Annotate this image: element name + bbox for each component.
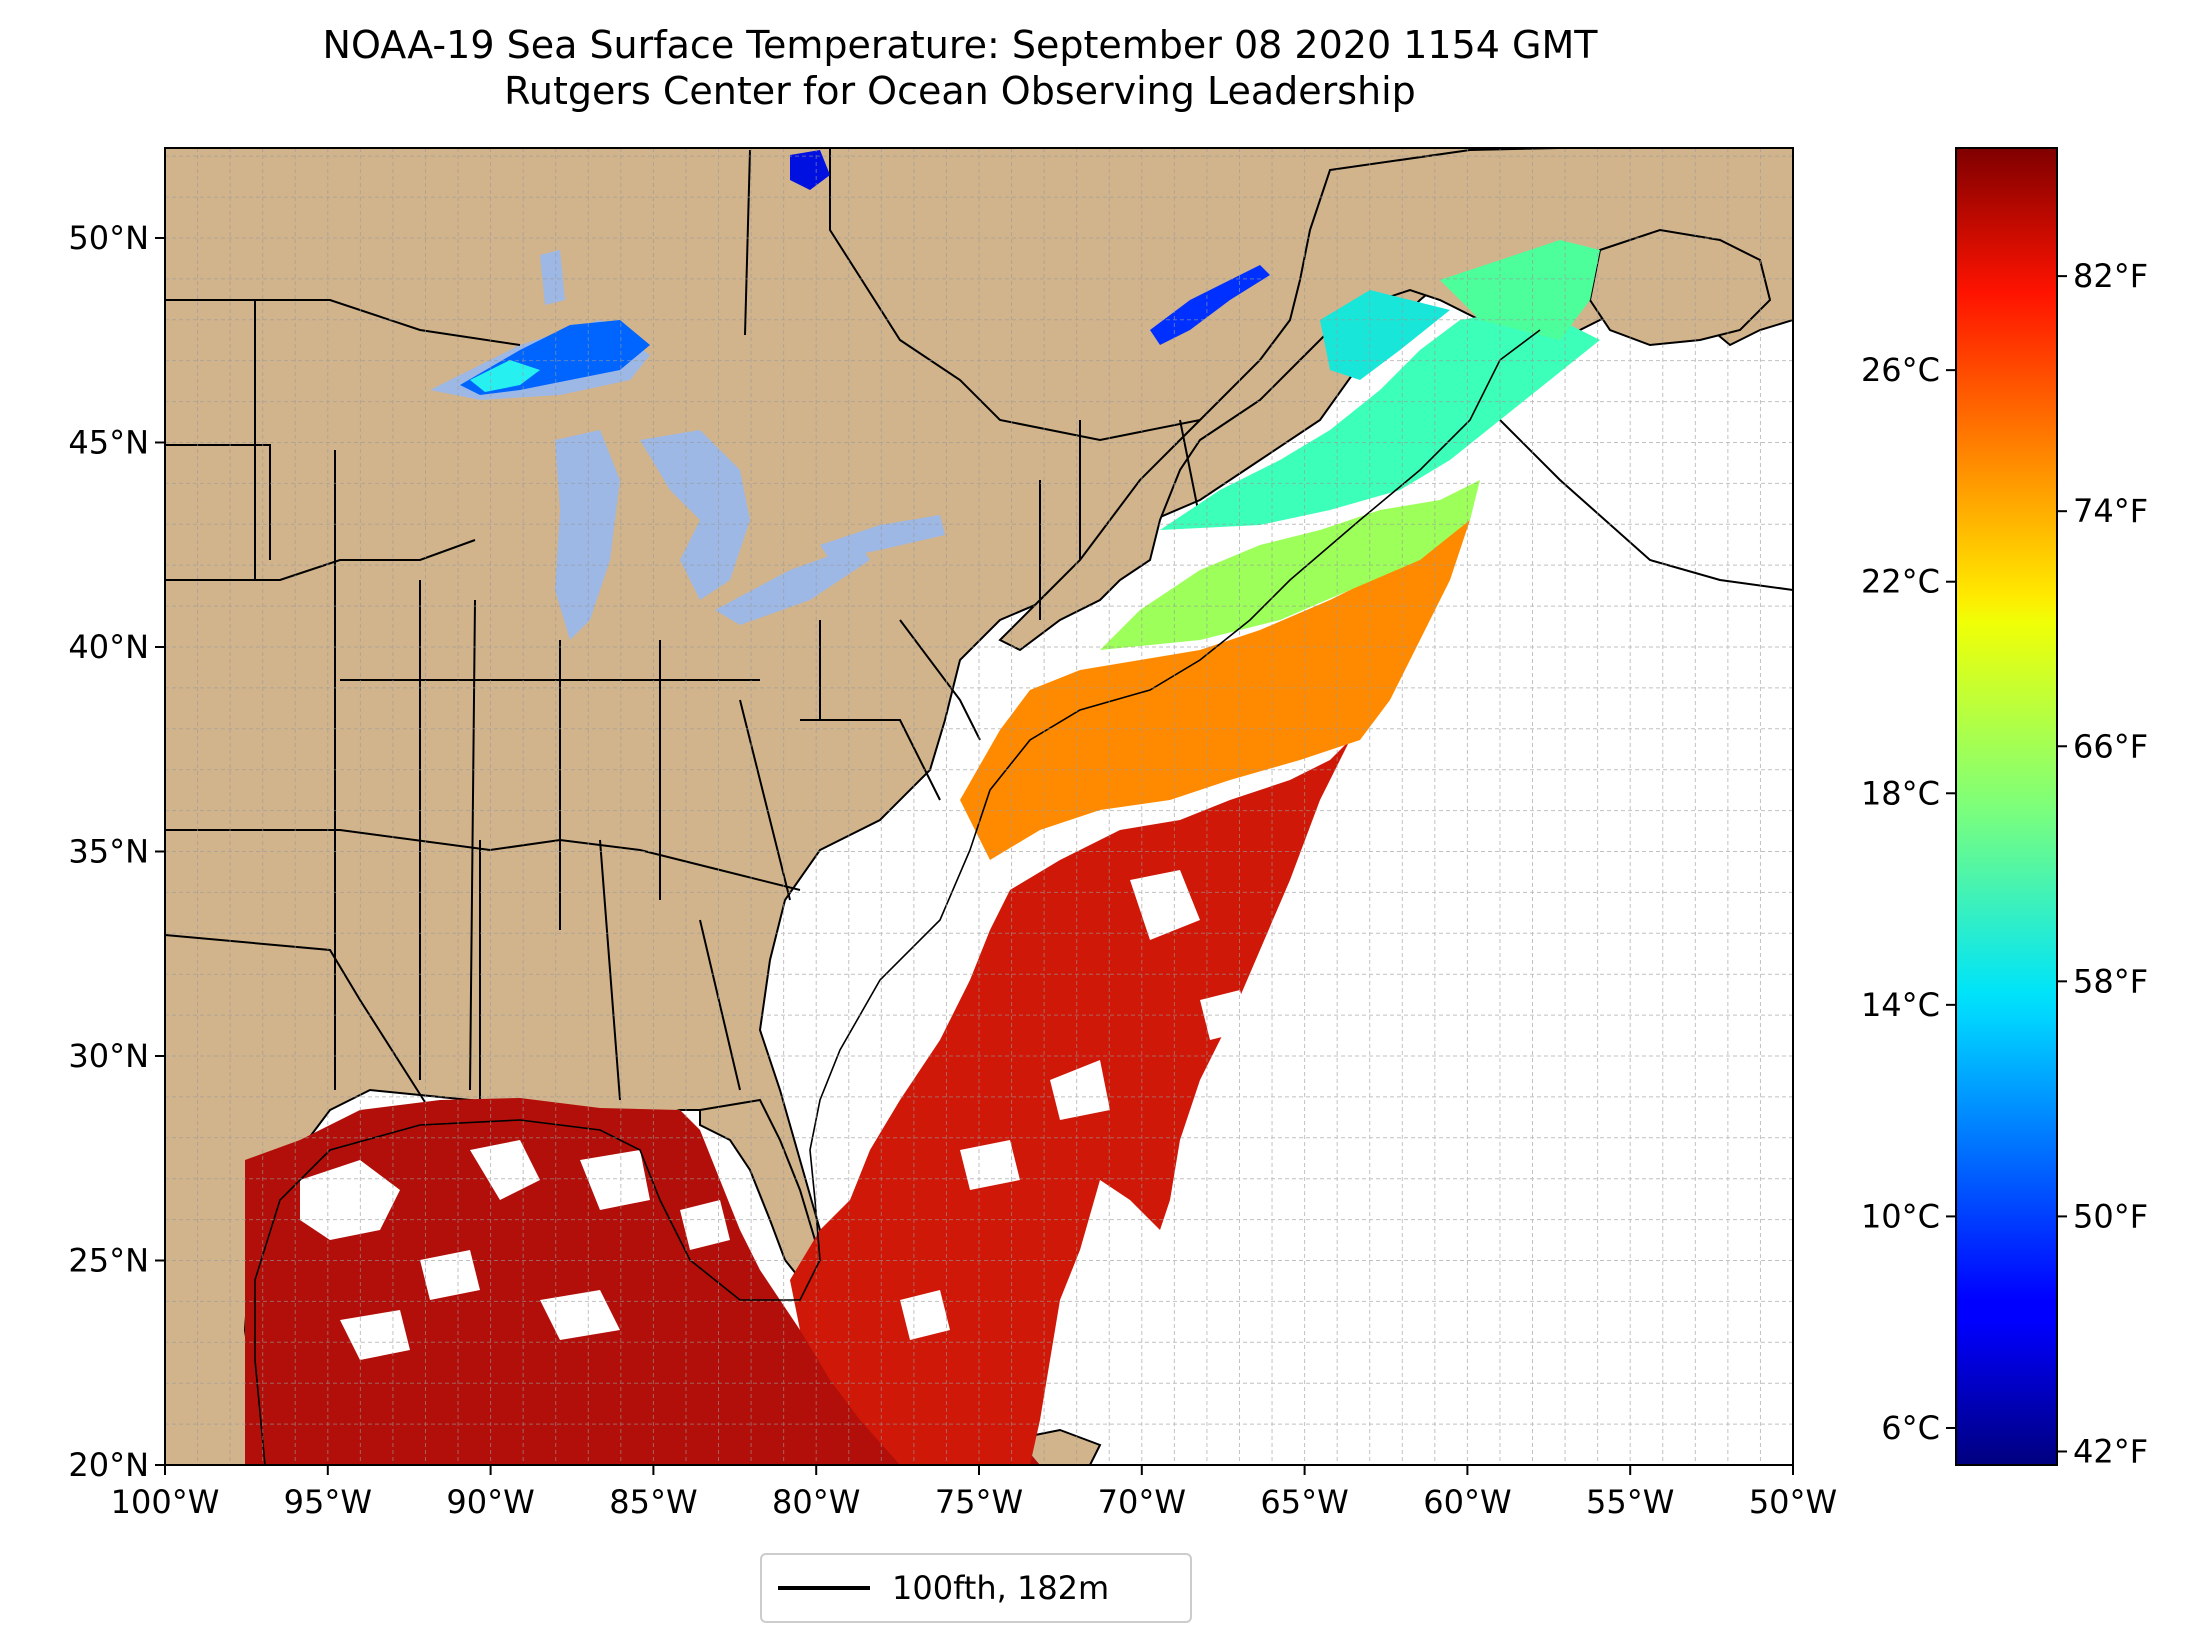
title-line-1: NOAA-19 Sea Surface Temperature: Septemb…	[322, 23, 1598, 67]
sst-atlantic-cloud-gaps	[900, 870, 1250, 1340]
y-tick-label: 40°N	[68, 628, 149, 666]
cb-celsius-label: 10°C	[1861, 1197, 1940, 1235]
sst-lake-superior-cyan	[470, 360, 540, 392]
title-line-2: Rutgers Center for Ocean Observing Leade…	[504, 69, 1416, 113]
sst-labrador	[1440, 240, 1600, 340]
colorbar-fahrenheit-axis: 42°F 50°F 58°F 66°F 74°F 82°F	[2057, 257, 2148, 1470]
colorbar-celsius-axis: 6°C 10°C 14°C 18°C 22°C 26°C	[1861, 351, 1956, 1447]
cb-fahrenheit-label: 74°F	[2073, 492, 2148, 530]
x-tick-label: 75°W	[935, 1483, 1023, 1521]
y-tick-label: 50°N	[68, 219, 149, 257]
cb-fahrenheit-label: 66°F	[2073, 727, 2148, 765]
chart-title: NOAA-19 Sea Surface Temperature: Septemb…	[120, 22, 1800, 114]
political-borders	[165, 148, 1793, 1111]
legend: 100fth, 182m	[760, 1553, 1192, 1623]
y-tick-label: 35°N	[68, 832, 149, 870]
x-tick-label: 85°W	[609, 1483, 697, 1521]
x-tick-label: 80°W	[772, 1483, 860, 1521]
sst-mid-atlantic-orange	[960, 520, 1470, 860]
x-tick-label: 65°W	[1260, 1483, 1348, 1521]
legend-label: 100fth, 182m	[892, 1569, 1110, 1607]
cb-fahrenheit-label: 82°F	[2073, 257, 2148, 295]
sst-scotian-shelf	[1160, 310, 1600, 530]
x-tick-label: 55°W	[1586, 1483, 1674, 1521]
x-tick-label: 95°W	[284, 1483, 372, 1521]
y-axis: 20°N 25°N 30°N 35°N 40°N 45°N 50°N	[68, 219, 165, 1484]
y-tick-label: 45°N	[68, 423, 149, 461]
y-tick-label: 30°N	[68, 1037, 149, 1075]
sst-gulf-st-lawrence	[1320, 290, 1450, 380]
legend-isobath-line	[778, 1586, 870, 1590]
cb-celsius-label: 22°C	[1861, 563, 1940, 601]
cb-celsius-label: 14°C	[1861, 986, 1940, 1024]
x-tick-label: 60°W	[1423, 1483, 1511, 1521]
isobath-100fth	[254, 329, 1541, 1465]
cb-celsius-label: 26°C	[1861, 351, 1940, 389]
cb-fahrenheit-label: 50°F	[2073, 1197, 2148, 1235]
sst-gulf-cloud-gaps	[300, 1140, 730, 1360]
cb-celsius-label: 18°C	[1861, 774, 1940, 812]
colorbar	[1955, 147, 2058, 1466]
x-tick-label: 90°W	[446, 1483, 534, 1521]
sst-st-lawrence-estuary	[1150, 265, 1270, 345]
cb-fahrenheit-label: 58°F	[2073, 962, 2148, 1000]
sst-lake-nipigon	[790, 150, 830, 190]
cb-fahrenheit-label: 42°F	[2073, 1432, 2148, 1470]
y-tick-label: 25°N	[68, 1241, 149, 1279]
cb-celsius-label: 6°C	[1881, 1409, 1940, 1447]
x-tick-label: 100°W	[111, 1483, 220, 1521]
x-tick-label: 70°W	[1098, 1483, 1186, 1521]
x-axis: 100°W 95°W 90°W 85°W 80°W 75°W 70°W 65°W 60°W 55°…	[111, 1465, 1837, 1521]
x-tick-label: 50°W	[1749, 1483, 1837, 1521]
graticule	[164, 148, 1794, 1466]
y-tick-label: 20°N	[68, 1446, 149, 1484]
sst-gulf-of-maine-green	[1100, 480, 1480, 650]
